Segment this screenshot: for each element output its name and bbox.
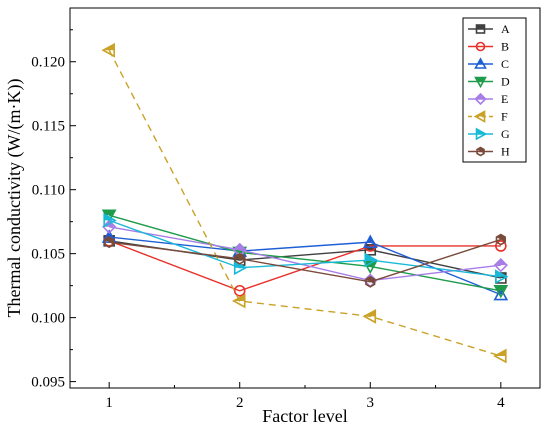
x-tick-label: 4 xyxy=(497,395,505,411)
data-point xyxy=(495,240,507,252)
legend-label: A xyxy=(501,22,510,36)
legend-label: C xyxy=(501,57,509,71)
data-point xyxy=(233,284,246,297)
x-tick-label: 2 xyxy=(236,395,244,411)
marker-fill xyxy=(104,214,116,221)
marker-fill xyxy=(367,236,374,242)
marker-fill xyxy=(476,129,486,134)
legend-label: G xyxy=(501,127,510,141)
y-tick-label: 0.115 xyxy=(32,119,65,135)
y-tick-label: 0.105 xyxy=(31,247,65,263)
marker-fill xyxy=(103,44,115,51)
marker-fill xyxy=(103,210,116,216)
series-F xyxy=(101,42,507,364)
marker-fill xyxy=(233,243,246,250)
legend-item: F xyxy=(468,110,508,124)
series-H xyxy=(104,233,506,288)
marker-fill xyxy=(364,310,376,317)
x-tick-label: 1 xyxy=(105,395,113,411)
legend-label: H xyxy=(501,145,510,159)
marker-fill xyxy=(494,259,507,266)
y-tick-label: 0.095 xyxy=(31,375,65,391)
legend-box xyxy=(462,17,527,163)
legend-marker xyxy=(474,92,487,106)
x-tick-label: 3 xyxy=(367,395,375,411)
marker-fill xyxy=(475,94,486,99)
marker-fill xyxy=(496,234,506,243)
legend-item: C xyxy=(468,57,509,71)
marker-fill xyxy=(365,276,375,285)
series-line xyxy=(109,226,501,282)
x-axis-title: Factor level xyxy=(262,406,347,426)
legend-item: B xyxy=(468,40,509,54)
marker-fill xyxy=(233,295,245,301)
marker-fill xyxy=(478,59,483,64)
series-line xyxy=(108,240,501,292)
y-tick-label: 0.110 xyxy=(32,183,65,199)
legend-label: F xyxy=(501,110,508,124)
marker-fill xyxy=(477,147,484,154)
marker-fill xyxy=(104,237,114,245)
legend-label: E xyxy=(501,92,508,106)
marker-fill xyxy=(495,270,507,277)
legend-item: E xyxy=(468,92,508,106)
legend-item: G xyxy=(468,127,510,141)
legend-label: B xyxy=(501,40,509,54)
series-D xyxy=(101,209,509,299)
marker-fill xyxy=(475,111,485,117)
series-layer xyxy=(101,42,509,364)
marker-fill xyxy=(494,285,507,291)
y-axis-title: Thermal conductivity (W/(m·K)) xyxy=(4,79,25,318)
series-line xyxy=(109,238,502,283)
series-line xyxy=(108,219,501,278)
marker-fill xyxy=(494,350,506,357)
marker-fill xyxy=(476,25,485,29)
legend-item: A xyxy=(468,22,510,36)
series-line xyxy=(108,49,502,357)
legend-label: D xyxy=(501,75,510,89)
y-tick-label: 0.120 xyxy=(31,55,65,71)
legend-marker xyxy=(475,41,486,52)
marker-fill xyxy=(235,253,245,262)
legend-item: H xyxy=(468,145,510,159)
marker-fill xyxy=(475,77,486,82)
axes: 1 2 3 4 0.095 0.100 0.105 0.110 0.115 0.120 xyxy=(31,29,505,411)
marker-fill xyxy=(365,254,377,261)
y-tick-label: 0.100 xyxy=(31,311,65,327)
legend-item: D xyxy=(468,75,510,89)
series-line xyxy=(108,214,501,292)
